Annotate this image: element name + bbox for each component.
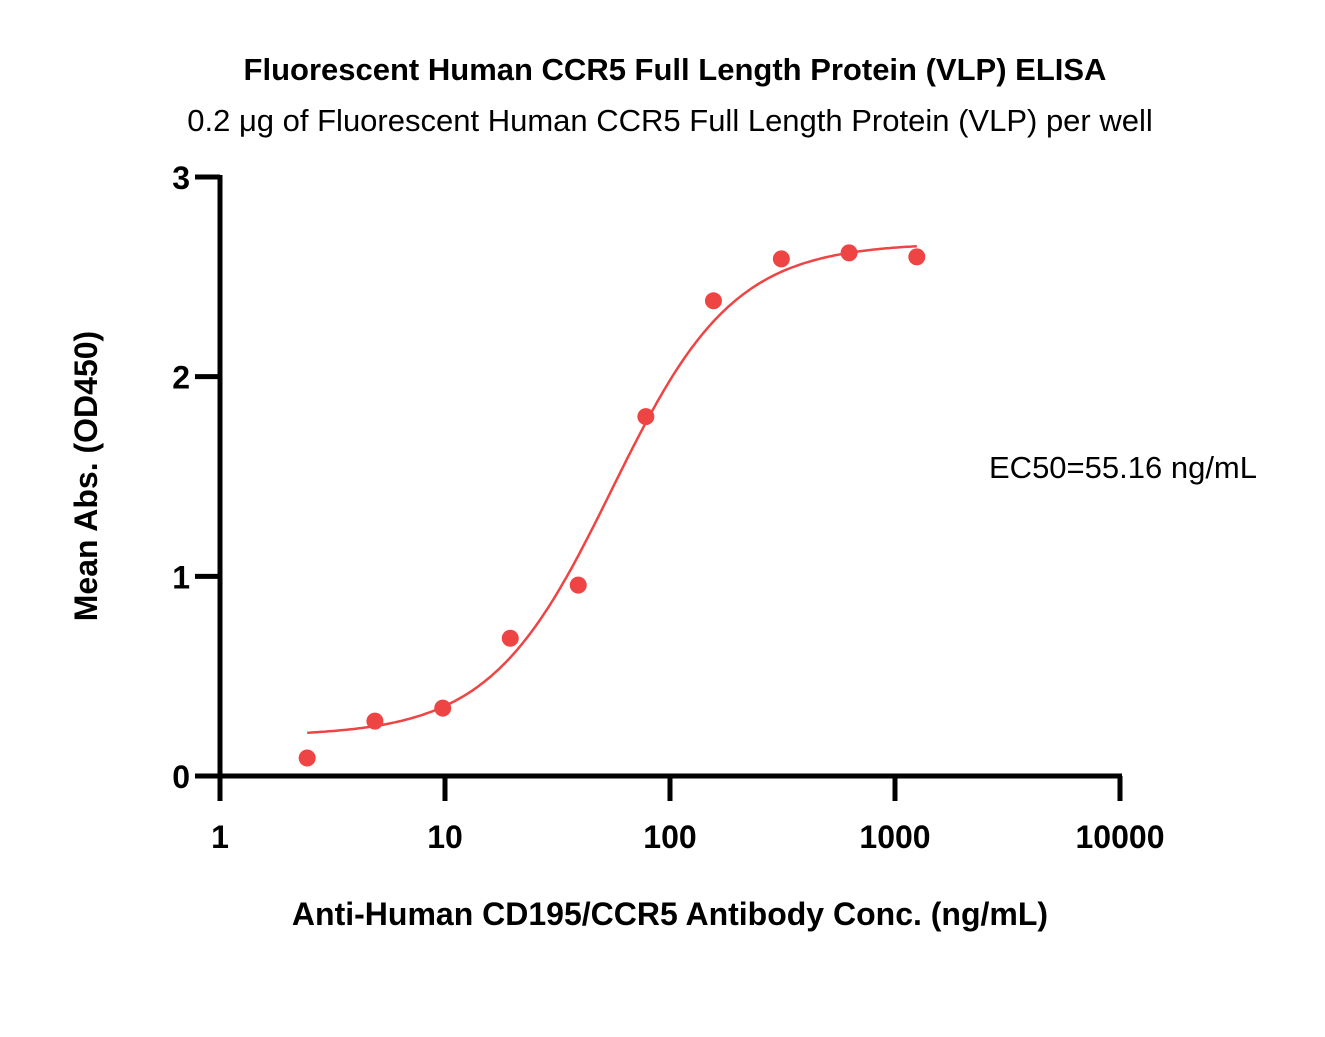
y-tick-label: 3 [172,160,190,196]
x-tick-label: 10000 [1076,819,1165,855]
data-point [434,699,452,717]
chart-subtitle: 0.2 μg of Fluorescent Human CCR5 Full Le… [187,103,1153,138]
data-point [637,408,655,426]
y-tick-label: 2 [172,360,190,396]
data-point [298,749,316,767]
fit-curve [307,244,917,734]
ec50-annotation: EC50=55.16 ng/mL [989,450,1257,485]
y-tick-label: 1 [172,559,190,595]
x-axis-label: Anti-Human CD195/CCR5 Antibody Conc. (ng… [292,896,1048,932]
data-point [908,248,926,266]
data-point [501,629,519,647]
y-axis-label: Mean Abs. (OD450) [68,331,104,621]
data-point [704,292,722,310]
chart-title: Fluorescent Human CCR5 Full Length Prote… [244,52,1107,87]
x-tick-label: 1 [211,819,229,855]
data-point [366,712,384,730]
data-point [569,576,587,594]
data-point [772,250,790,268]
x-tick-label: 10 [427,819,463,855]
x-tick-label: 100 [643,819,696,855]
data-point [840,244,858,262]
y-tick-label: 0 [172,759,190,795]
x-tick-label: 1000 [859,819,930,855]
